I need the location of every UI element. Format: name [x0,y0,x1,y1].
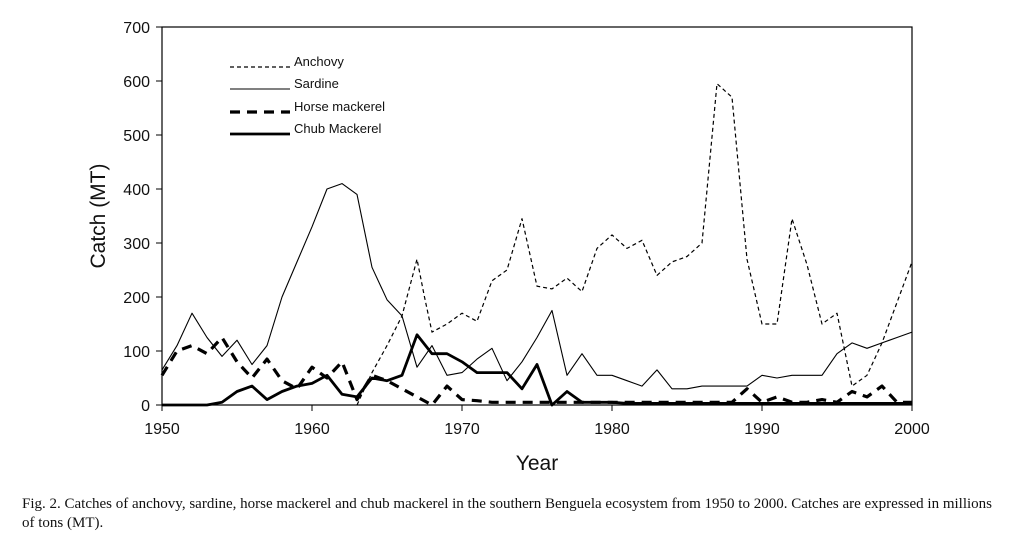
series-line-chub-mackerel [162,333,912,407]
x-tick-label: 1990 [744,421,780,438]
legend-label: Horse mackerel [294,99,385,114]
figure-caption: Fig. 2. Catches of anchovy, sardine, hor… [22,496,993,531]
plot-border [161,26,913,406]
y-tick-label: 100 [123,344,150,361]
series-line-sardine [161,183,913,390]
y-tick-label: 500 [123,128,150,145]
y-tick-label: 200 [123,290,150,307]
y-tick-label: 300 [123,236,150,253]
legend-label: Sardine [294,76,339,91]
x-tick-label: 1950 [144,421,180,438]
legend: Anchovy Sardine Horse mackerel Chub Mackere… [230,54,385,136]
y-tick-label: 400 [123,182,150,199]
x-tick-label: 2000 [894,421,930,438]
y-axis-title: Catch (MT) [87,164,110,269]
series-line-horse-mackerel [160,335,912,407]
legend-label: Chub Mackerel [294,121,382,136]
plot-area [161,26,913,406]
x-tick-label: 1980 [594,421,630,438]
x-tick-label: 1960 [294,421,330,438]
series-line-anchovy [356,83,913,406]
y-axis: 0 100 200 300 400 500 600 700 [123,20,162,415]
y-tick-label: 700 [123,20,150,37]
series-layer [160,83,913,407]
y-tick-label: 600 [123,74,150,91]
legend-label: Anchovy [294,54,344,69]
x-tick-label: 1970 [444,421,480,438]
y-tick-label: 0 [141,398,150,415]
x-axis-title: Year [516,452,558,475]
x-axis: 1950 1960 1970 1980 1990 2000 [144,405,930,438]
